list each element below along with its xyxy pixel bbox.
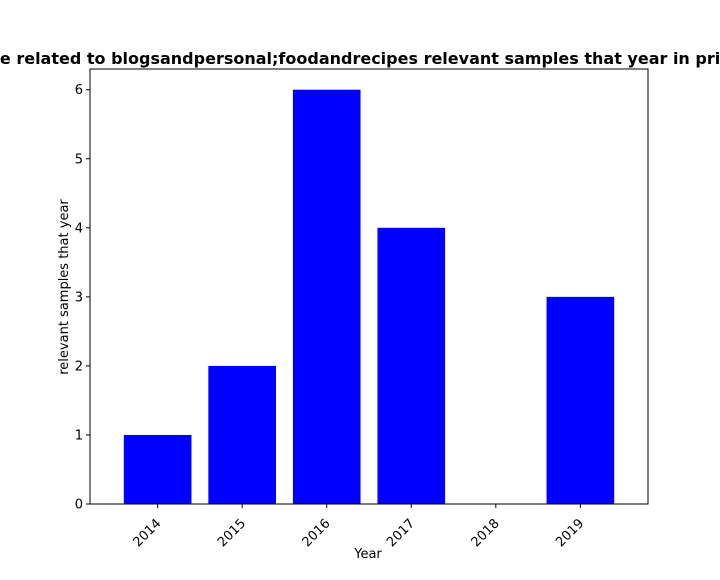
x-tick-label: 2015 [215,516,249,550]
bar-2014 [123,434,192,504]
x-axis-label: Year [353,547,382,562]
y-tick-label: 6 [75,83,83,98]
y-tick-label: 1 [75,428,83,443]
x-tick-label: 2018 [469,516,503,550]
bar-2016 [292,89,361,504]
y-tick-label: 4 [75,221,83,236]
plot-area: 0 1 2 3 4 5 6 2014 2015 2016 2017 2018 2019 [75,68,649,550]
y-axis-label: relevant samples that year [57,199,72,375]
bar-2019 [546,296,615,504]
x-tick-label: 2019 [553,516,587,550]
y-tick-label: 2 [75,359,83,374]
bar-2015 [208,365,276,504]
bar-2017 [377,227,446,505]
x-tick-label: 2014 [130,516,164,550]
y-tick-label: 3 [75,290,83,305]
x-tick-label: 2016 [300,516,334,550]
plot-frame [89,68,649,505]
y-tick-label: 0 [75,498,83,513]
y-tick-label: 5 [75,152,83,167]
x-tick-label: 2017 [384,516,418,550]
chart-title: Number of websites that are related to b… [0,49,720,68]
